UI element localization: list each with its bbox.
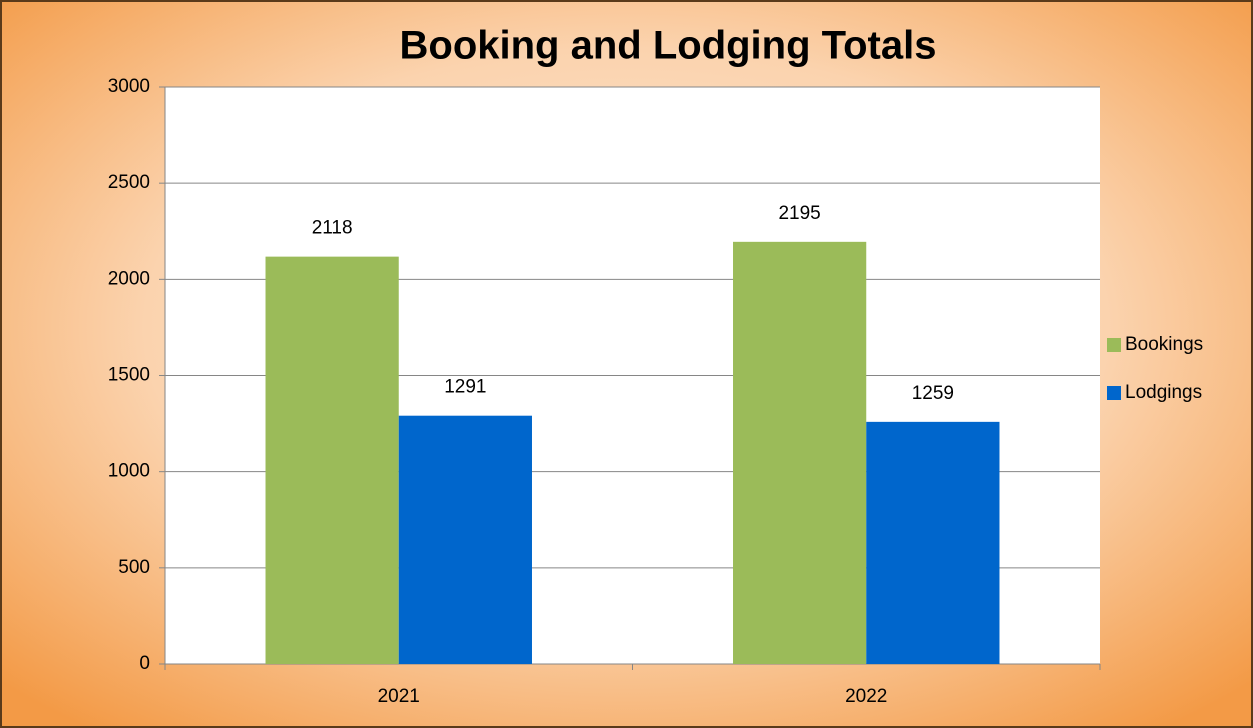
y-tick-label: 2000 [108, 268, 150, 289]
legend-label: Lodgings [1125, 382, 1202, 403]
bar [866, 421, 1000, 664]
x-tick-label: 2022 [845, 686, 887, 707]
y-tick-label: 500 [118, 557, 150, 578]
bar [398, 415, 532, 664]
y-tick-label: 2500 [108, 172, 150, 193]
bar [733, 241, 867, 664]
y-tick-label: 1500 [108, 365, 150, 386]
legend-swatch [1107, 338, 1121, 352]
y-tick-label: 1000 [108, 461, 150, 482]
value-label: 1259 [912, 383, 954, 404]
y-tick-label: 3000 [108, 76, 150, 97]
value-label: 2195 [778, 203, 820, 224]
legend-label: Bookings [1125, 334, 1203, 355]
value-label: 2118 [312, 218, 353, 239]
x-tick-label: 2021 [378, 686, 420, 707]
y-tick-label: 0 [139, 653, 150, 674]
legend-swatch [1107, 386, 1121, 400]
value-label: 1291 [444, 377, 486, 398]
bar [265, 256, 399, 664]
chart-title: Booking and Lodging Totals [400, 24, 937, 68]
